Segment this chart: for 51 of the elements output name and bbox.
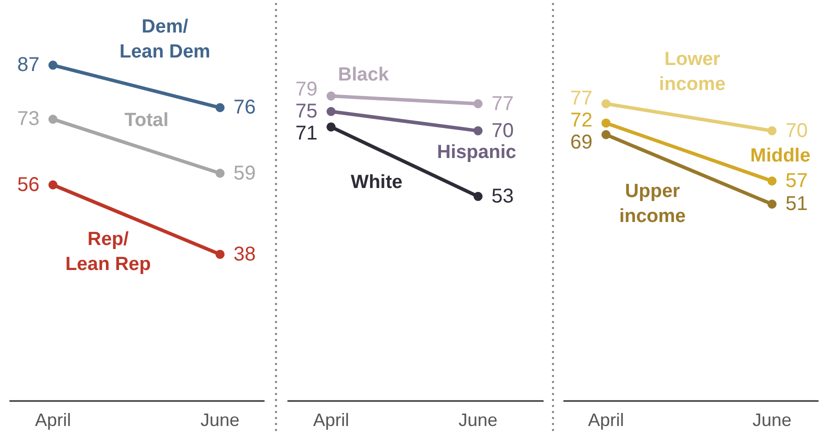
point — [474, 192, 483, 201]
data-label: 87 — [17, 54, 40, 76]
point — [326, 92, 336, 101]
data-label: 56 — [17, 174, 40, 196]
point — [48, 180, 58, 190]
point — [216, 103, 225, 112]
series-label: Total — [124, 110, 169, 131]
x-tick-label: April — [588, 410, 624, 430]
series-label: Upper income — [619, 181, 686, 228]
point — [474, 126, 483, 136]
point — [768, 176, 777, 186]
series-label: Lower income — [659, 48, 726, 95]
data-label: 75 — [295, 100, 318, 122]
point — [602, 130, 610, 140]
x-tick-label: April — [34, 410, 71, 430]
data-label: 38 — [234, 243, 256, 266]
data-label: 57 — [786, 170, 808, 192]
data-label: 72 — [570, 110, 592, 132]
point — [326, 107, 336, 116]
x-tick-label: June — [200, 410, 240, 430]
x-tick-label: June — [752, 410, 792, 430]
point — [216, 250, 225, 259]
series-label: White — [350, 172, 402, 193]
point — [602, 99, 610, 108]
data-label: 59 — [234, 162, 256, 184]
data-label: 71 — [295, 122, 318, 144]
series-label: Hispanic — [436, 142, 517, 164]
series-label: Middle — [750, 145, 810, 166]
point — [474, 99, 483, 108]
series-label: Black — [338, 64, 390, 86]
data-label: 77 — [570, 88, 592, 110]
data-label: 70 — [786, 120, 808, 142]
data-label: 51 — [786, 193, 808, 216]
point — [216, 168, 225, 178]
point — [602, 118, 610, 128]
point — [326, 122, 336, 132]
point — [48, 114, 58, 124]
data-label: 70 — [492, 120, 514, 142]
point — [48, 60, 58, 70]
data-label: 77 — [492, 92, 514, 115]
series-label: Dem/ Lean Dem — [120, 16, 210, 63]
series-label: Rep/ Lean Rep — [65, 228, 151, 275]
data-label: 69 — [570, 132, 592, 154]
data-label: 73 — [17, 108, 40, 130]
x-tick-label: April — [313, 410, 350, 430]
point — [768, 200, 777, 209]
data-label: 53 — [492, 185, 514, 208]
data-label: 76 — [234, 96, 256, 119]
data-label: 79 — [295, 78, 318, 100]
x-tick-label: June — [458, 410, 498, 430]
point — [768, 126, 777, 136]
